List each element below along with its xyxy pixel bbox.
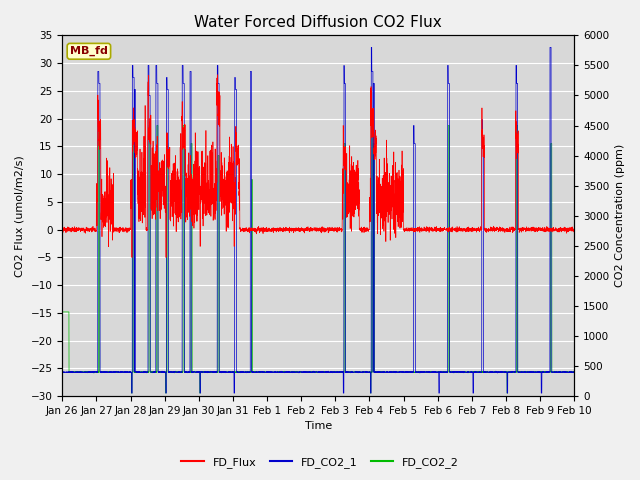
Y-axis label: CO2 Flux (umol/m2/s): CO2 Flux (umol/m2/s): [15, 155, 25, 276]
Legend: FD_Flux, FD_CO2_1, FD_CO2_2: FD_Flux, FD_CO2_1, FD_CO2_2: [177, 452, 463, 472]
Y-axis label: CO2 Concentration (ppm): CO2 Concentration (ppm): [615, 144, 625, 288]
Text: MB_fd: MB_fd: [70, 46, 108, 57]
Title: Water Forced Diffusion CO2 Flux: Water Forced Diffusion CO2 Flux: [195, 15, 442, 30]
X-axis label: Time: Time: [305, 421, 332, 432]
